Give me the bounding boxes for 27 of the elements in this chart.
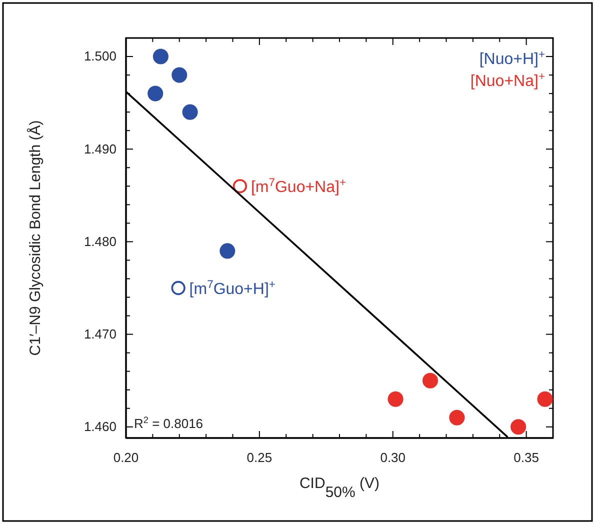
text: [Nuo+Na]$^{+}$ <box>470 71 545 90</box>
point <box>388 391 404 407</box>
annotation: R$^{2}$ = 0.8016 <box>134 415 204 431</box>
x-tick-label: 0.30 <box>380 450 406 465</box>
point <box>510 419 526 435</box>
point <box>171 280 186 296</box>
point <box>422 372 438 388</box>
annotation: [m$^{7}$Guo+H]$^{+}$ <box>189 279 276 298</box>
point <box>449 410 465 426</box>
point <box>152 48 168 64</box>
point <box>182 104 198 120</box>
text: [Nuo+H]$^{+}$ <box>479 49 545 68</box>
y-axis-title: C1′–N9 Glycosidic Bond Length (Å) <box>26 120 44 356</box>
point <box>537 391 553 407</box>
y-tick-label: 1.460 <box>84 419 116 434</box>
point <box>220 243 236 259</box>
point <box>172 67 188 83</box>
annotation: [m$^{7}$Guo+Na]$^{+}$ <box>250 177 346 196</box>
point <box>232 179 248 194</box>
x-tick-label: 0.25 <box>246 450 272 465</box>
y-tick-label: 1.490 <box>84 141 116 156</box>
x-tick-label: 0.20 <box>113 450 139 465</box>
y-tick-label: 1.500 <box>84 48 116 64</box>
y-tick-label: 1.480 <box>84 234 116 249</box>
y-tick-label: 1.470 <box>84 326 116 342</box>
x-tick-label: 0.35 <box>514 450 539 465</box>
point <box>148 86 164 102</box>
